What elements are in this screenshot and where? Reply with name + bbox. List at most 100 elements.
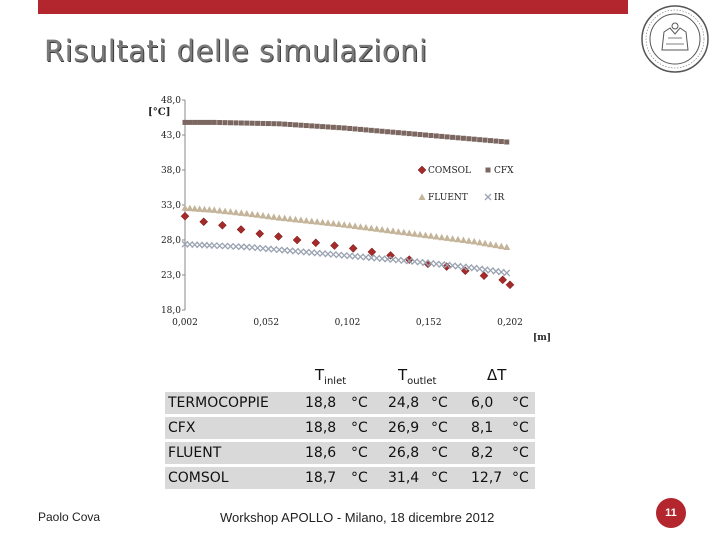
series-fluent-point (210, 206, 218, 213)
cell-t-inlet: 18,8 (305, 395, 337, 411)
cell-t-inlet-unit: °C (351, 395, 368, 411)
series-fluent-point (459, 236, 467, 243)
row-label: CFX (168, 420, 196, 436)
series-ir-point (357, 253, 364, 261)
series-ir-point (324, 250, 332, 258)
series-ir-point (308, 249, 316, 257)
series-ir-point (297, 248, 305, 256)
series-cfx-point (320, 124, 326, 130)
series-cfx-point (498, 139, 504, 145)
x-tick-label: 0,002 (172, 318, 198, 328)
series-cfx-point (233, 120, 239, 126)
series-cfx-point (260, 120, 266, 126)
series-comsol-point (348, 244, 358, 253)
series-comsol-point (180, 211, 190, 221)
series-fluent-point (232, 208, 240, 216)
series-ir-point (367, 254, 375, 262)
series-fluent-point (422, 231, 429, 239)
series-ir-point (340, 251, 348, 259)
header-t-outlet: Toutlet (398, 366, 437, 387)
y-tick-label: 48,0 (161, 96, 181, 106)
series-fluent-point (487, 240, 494, 248)
series-fluent-point (196, 205, 204, 212)
series-cfx-point (244, 120, 250, 126)
series-cfx-point (504, 139, 510, 145)
x-axis-label: [m] (533, 333, 551, 343)
series-cfx-point (493, 138, 499, 144)
series-fluent-point (186, 204, 194, 212)
series-fluent-point (465, 237, 473, 244)
series-fluent-point (351, 222, 359, 229)
legend-marker-ir (484, 193, 492, 201)
series-cfx-point (482, 137, 488, 143)
series-ir-point (232, 243, 240, 250)
series-fluent-point (319, 218, 327, 226)
series-comsol-point (498, 275, 508, 285)
y-tick-label: 38,0 (161, 166, 181, 176)
series-ir-point (286, 247, 294, 255)
cell-delta-t: 8,1 (471, 420, 494, 436)
series-ir-point (281, 246, 289, 254)
series-ir-point (470, 264, 478, 272)
series-cfx-point (303, 123, 309, 129)
series-cfx-point (206, 119, 212, 125)
header-t-inlet: Tinlet (315, 366, 347, 387)
series-fluent-point (308, 217, 316, 225)
series-comsol-point (311, 238, 321, 248)
series-ir-point (487, 266, 494, 274)
series-fluent-point (340, 221, 348, 228)
series-ir-point (384, 255, 392, 263)
series-cfx-point (368, 127, 374, 133)
series-ir-point (270, 245, 278, 253)
table-row: CFX 18,8 °C 26,9 °C 8,1 °C (165, 417, 535, 439)
x-tick-label: 0,152 (416, 318, 442, 328)
y-tick-label: 28,0 (161, 236, 181, 246)
series-ir-point (259, 244, 267, 252)
series-fluent-point (373, 225, 381, 232)
series-cfx-point (433, 133, 439, 139)
series-fluent-point (313, 218, 321, 225)
row-label: COMSOL (168, 470, 229, 486)
series-ir-point (292, 247, 299, 255)
series-ir-point (503, 269, 511, 277)
series-cfx-point (379, 128, 385, 134)
series-ir-point (264, 245, 272, 253)
university-seal-logo (641, 5, 709, 73)
series-cfx-point (202, 119, 207, 125)
series-cfx-point (455, 135, 461, 141)
series-comsol-point (236, 225, 246, 234)
series-cfx-point (255, 120, 261, 126)
series-fluent-point (216, 206, 224, 214)
series-cfx-point (477, 137, 483, 143)
series-cfx-point (238, 120, 244, 126)
series-cfx-point (325, 124, 331, 130)
series-cfx-point (406, 131, 412, 137)
series-fluent-point (181, 204, 189, 211)
series-comsol-point (218, 220, 227, 230)
series-comsol-point (255, 229, 265, 239)
table-header: Tinlet Toutlet ΔT (165, 358, 535, 388)
series-cfx-point (488, 138, 493, 144)
series-fluent-point (400, 228, 408, 236)
cell-t-outlet: 31,4 (388, 470, 420, 486)
cell-delta-t-unit: °C (512, 445, 529, 461)
series-cfx-point (439, 133, 445, 139)
cell-t-inlet: 18,8 (305, 420, 337, 436)
series-fluent-point (335, 220, 343, 228)
y-tick-label: 18,0 (161, 306, 181, 316)
series-ir-point (362, 253, 370, 261)
legend-label-fluent: FLUENT (428, 193, 468, 203)
cell-t-outlet-unit: °C (431, 420, 448, 436)
series-fluent-point (411, 230, 419, 237)
series-cfx-point (417, 132, 423, 138)
cell-t-outlet-unit: °C (431, 445, 448, 461)
series-fluent-point (201, 205, 208, 213)
series-fluent-point (449, 235, 457, 242)
page-number: 11 (656, 498, 686, 528)
series-comsol-point (442, 262, 451, 271)
series-comsol-point (199, 217, 209, 227)
series-comsol-point (460, 266, 470, 276)
y-tick-label: 23,0 (161, 271, 181, 281)
series-fluent-point (324, 219, 332, 226)
series-fluent-point (389, 227, 397, 234)
